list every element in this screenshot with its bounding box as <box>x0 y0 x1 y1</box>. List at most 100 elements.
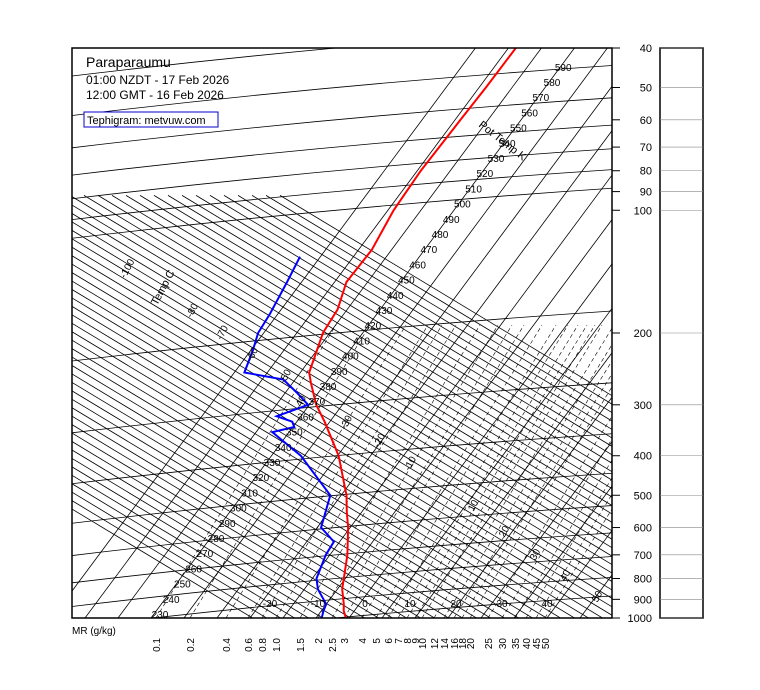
mixing-ratio-line <box>317 324 499 618</box>
dry-adiabat-line <box>72 263 612 591</box>
isotherm-line <box>513 485 612 618</box>
dry-adiabat-line <box>72 238 612 566</box>
mixing-ratio-tick-label: 3 <box>340 638 351 644</box>
isotherm-label: -20 <box>372 431 389 449</box>
dry-adiabat-line <box>72 415 408 618</box>
pressure-tick-label: 40 <box>640 43 652 55</box>
pot-temp-label: 590 <box>555 63 572 74</box>
pot-temp-label: 480 <box>432 230 449 241</box>
mixing-ratio-tick-label: 4 <box>358 638 369 644</box>
dry-adiabat-line <box>223 195 612 430</box>
pressure-tick-label: 100 <box>634 205 652 217</box>
isotherm-label: 10 <box>466 498 481 513</box>
isotherm-line <box>183 48 608 618</box>
pressure-tick-label: 1000 <box>628 613 652 625</box>
isotherm-label: 20 <box>450 599 462 610</box>
pot-temp-label: 360 <box>297 412 314 423</box>
isotherm-label: -10 <box>311 599 326 610</box>
mixing-ratio-tick-label: 7 <box>394 638 405 644</box>
pressure-axis: 40 50 60 70 80 90 100 200 300 400 500 600 700 800 900 1… <box>612 43 703 625</box>
pot-temp-label: 260 <box>185 564 202 575</box>
pot-temp-label: 340 <box>275 443 292 454</box>
isotherm-label: -40 <box>293 393 310 411</box>
dry-adiabat-line <box>195 195 612 447</box>
dry-adiabat-line <box>72 314 576 618</box>
mixing-ratio-tick-label: 12 <box>430 638 441 650</box>
mixing-ratio-tick-label: 0.4 <box>222 638 233 652</box>
pot-temp-label: 500 <box>454 200 471 211</box>
mixing-ratio-line <box>514 459 612 618</box>
isobar-line <box>72 310 612 362</box>
pot-temp-label: 430 <box>376 306 393 317</box>
pressure-tick-label: 70 <box>640 142 652 154</box>
mixing-ratio-line <box>375 324 557 618</box>
dry-adiabat-line <box>72 356 506 618</box>
mixing-ratio-line <box>261 324 443 618</box>
isotherm-line <box>381 307 612 618</box>
dry-adiabat-line <box>72 305 590 618</box>
mixing-ratio-tick-label: 35 <box>511 638 522 650</box>
grid-labels: -20 -10 0 10 20 30 40-100-80-70-60-50-40-30-20… <box>118 63 605 621</box>
mixing-ratio-line <box>535 493 612 618</box>
pressure-tick-label: 800 <box>634 573 652 585</box>
mixing-ratio-line <box>361 324 543 618</box>
mixing-ratio-tick-label: 25 <box>484 638 495 650</box>
dry-adiabat-line <box>181 195 612 456</box>
dry-adiabat-line <box>72 500 268 618</box>
mr-axis-label: MR (g/kg) <box>72 626 116 637</box>
mixing-ratio-tick-label: 10 <box>418 638 429 650</box>
mixing-ratio-tick-label: 18 <box>458 638 469 650</box>
pot-temp-label: 310 <box>241 488 258 499</box>
isobar-line <box>72 124 612 176</box>
mixing-ratio-line <box>414 324 596 618</box>
pressure-tick-label: 80 <box>640 166 652 178</box>
credit-link[interactable]: Tephigram: metvuw.com <box>87 115 206 127</box>
isobar-line <box>72 505 612 556</box>
mixing-ratio-tick-label: 20 <box>466 638 477 650</box>
pressure-tick-label: 900 <box>634 594 652 606</box>
isotherm-label: 40 <box>558 568 573 583</box>
isotherm-label: 20 <box>497 524 512 539</box>
dry-adiabat-line <box>167 195 612 464</box>
mixing-ratio-tick-label: 1.5 <box>296 638 307 652</box>
dry-adiabat-line <box>111 195 612 498</box>
isobar-line <box>72 382 612 434</box>
dry-adiabat-line <box>72 297 604 618</box>
mixing-ratio-tick-label: 30 <box>498 638 509 650</box>
pressure-tick-label: 60 <box>640 115 652 127</box>
mixing-ratio-line <box>155 324 337 618</box>
mixing-ratio-tick-label: 0.2 <box>186 638 197 652</box>
isobar-line <box>72 472 612 524</box>
pot-temp-label: 420 <box>364 321 381 332</box>
sounding-series <box>243 48 517 618</box>
pot-temp-label: 400 <box>342 352 359 363</box>
pot-temp-label: 570 <box>532 93 549 104</box>
dry-adiabat-line <box>72 457 338 618</box>
mixing-ratio-line <box>275 324 457 618</box>
mixing-ratio-line <box>443 343 612 618</box>
dry-adiabat-line <box>72 196 612 523</box>
isotherm-label: 30 <box>496 599 508 610</box>
credit-box <box>83 111 219 128</box>
pot-temp-label: 370 <box>308 397 325 408</box>
dry-adiabat-line <box>125 195 612 490</box>
mixing-ratio-tick-label: 45 <box>532 638 543 650</box>
pot-temp-label: 410 <box>353 336 370 347</box>
pot-temp-label: 390 <box>331 367 348 378</box>
dry-adiabat-line <box>72 272 612 599</box>
isotherm-line <box>348 263 612 618</box>
mixing-ratio-line <box>331 324 513 618</box>
mixing-ratio-tick-label: 0.6 <box>244 638 255 652</box>
pot-temp-label: 530 <box>488 154 505 165</box>
dry-adiabat-line <box>72 348 520 618</box>
mixing-ratio-line <box>433 327 612 618</box>
dry-adiabat-line <box>72 508 254 618</box>
mixing-ratio-line <box>487 415 612 618</box>
isotherm-label: -60 <box>245 345 262 363</box>
dry-adiabat-line <box>72 390 450 618</box>
dry-adiabat-line <box>209 195 612 439</box>
mixing-ratio-line <box>343 324 525 618</box>
pressure-tick-label: 300 <box>634 400 652 412</box>
mixing-ratio-line <box>461 373 612 618</box>
